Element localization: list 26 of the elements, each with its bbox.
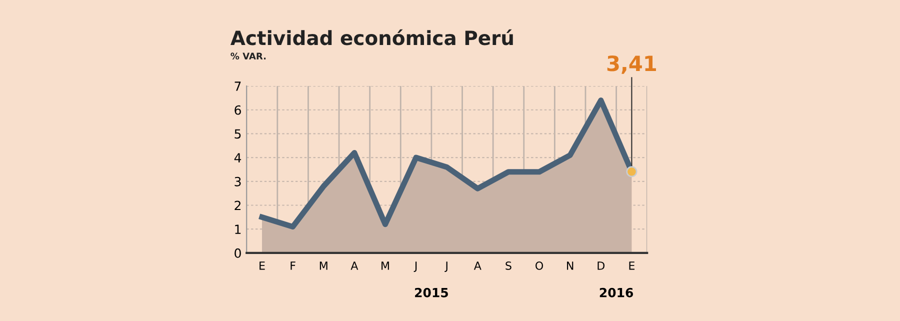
y-tick-label: 2: [234, 200, 240, 210]
x-tick-label: M: [320, 262, 328, 270]
x-tick-label: A: [350, 262, 358, 270]
x-tick-label: M: [382, 262, 389, 270]
x-tick-label: E: [260, 262, 265, 270]
data-label: 3,41: [607, 56, 656, 74]
x-tick-label: J: [414, 262, 417, 272]
y-tick-label: 6: [234, 105, 241, 115]
chart-title: Actividad económica Perú: [230, 29, 513, 46]
x-tick-label: O: [536, 261, 544, 270]
y-tick-label: 1: [235, 224, 241, 234]
y-tick-label: 7: [234, 82, 241, 91]
x-tick-label: E: [629, 262, 634, 270]
text: 2016: [600, 288, 634, 298]
y-tick-label: 3: [234, 176, 241, 186]
chart-subtitle: % VAR.: [230, 52, 266, 60]
y-tick-label: 5: [234, 129, 241, 139]
x-tick-label: N: [567, 262, 574, 270]
y-tick-label: 4: [234, 153, 242, 162]
y-tick-label: 0: [234, 248, 241, 258]
text: 2015: [415, 288, 448, 298]
x-tick-label: D: [598, 262, 605, 270]
x-tick-label: J: [444, 262, 448, 272]
x-tick-label: F: [290, 262, 296, 270]
x-tick-label: A: [474, 262, 482, 270]
x-tick-label: S: [506, 261, 512, 270]
